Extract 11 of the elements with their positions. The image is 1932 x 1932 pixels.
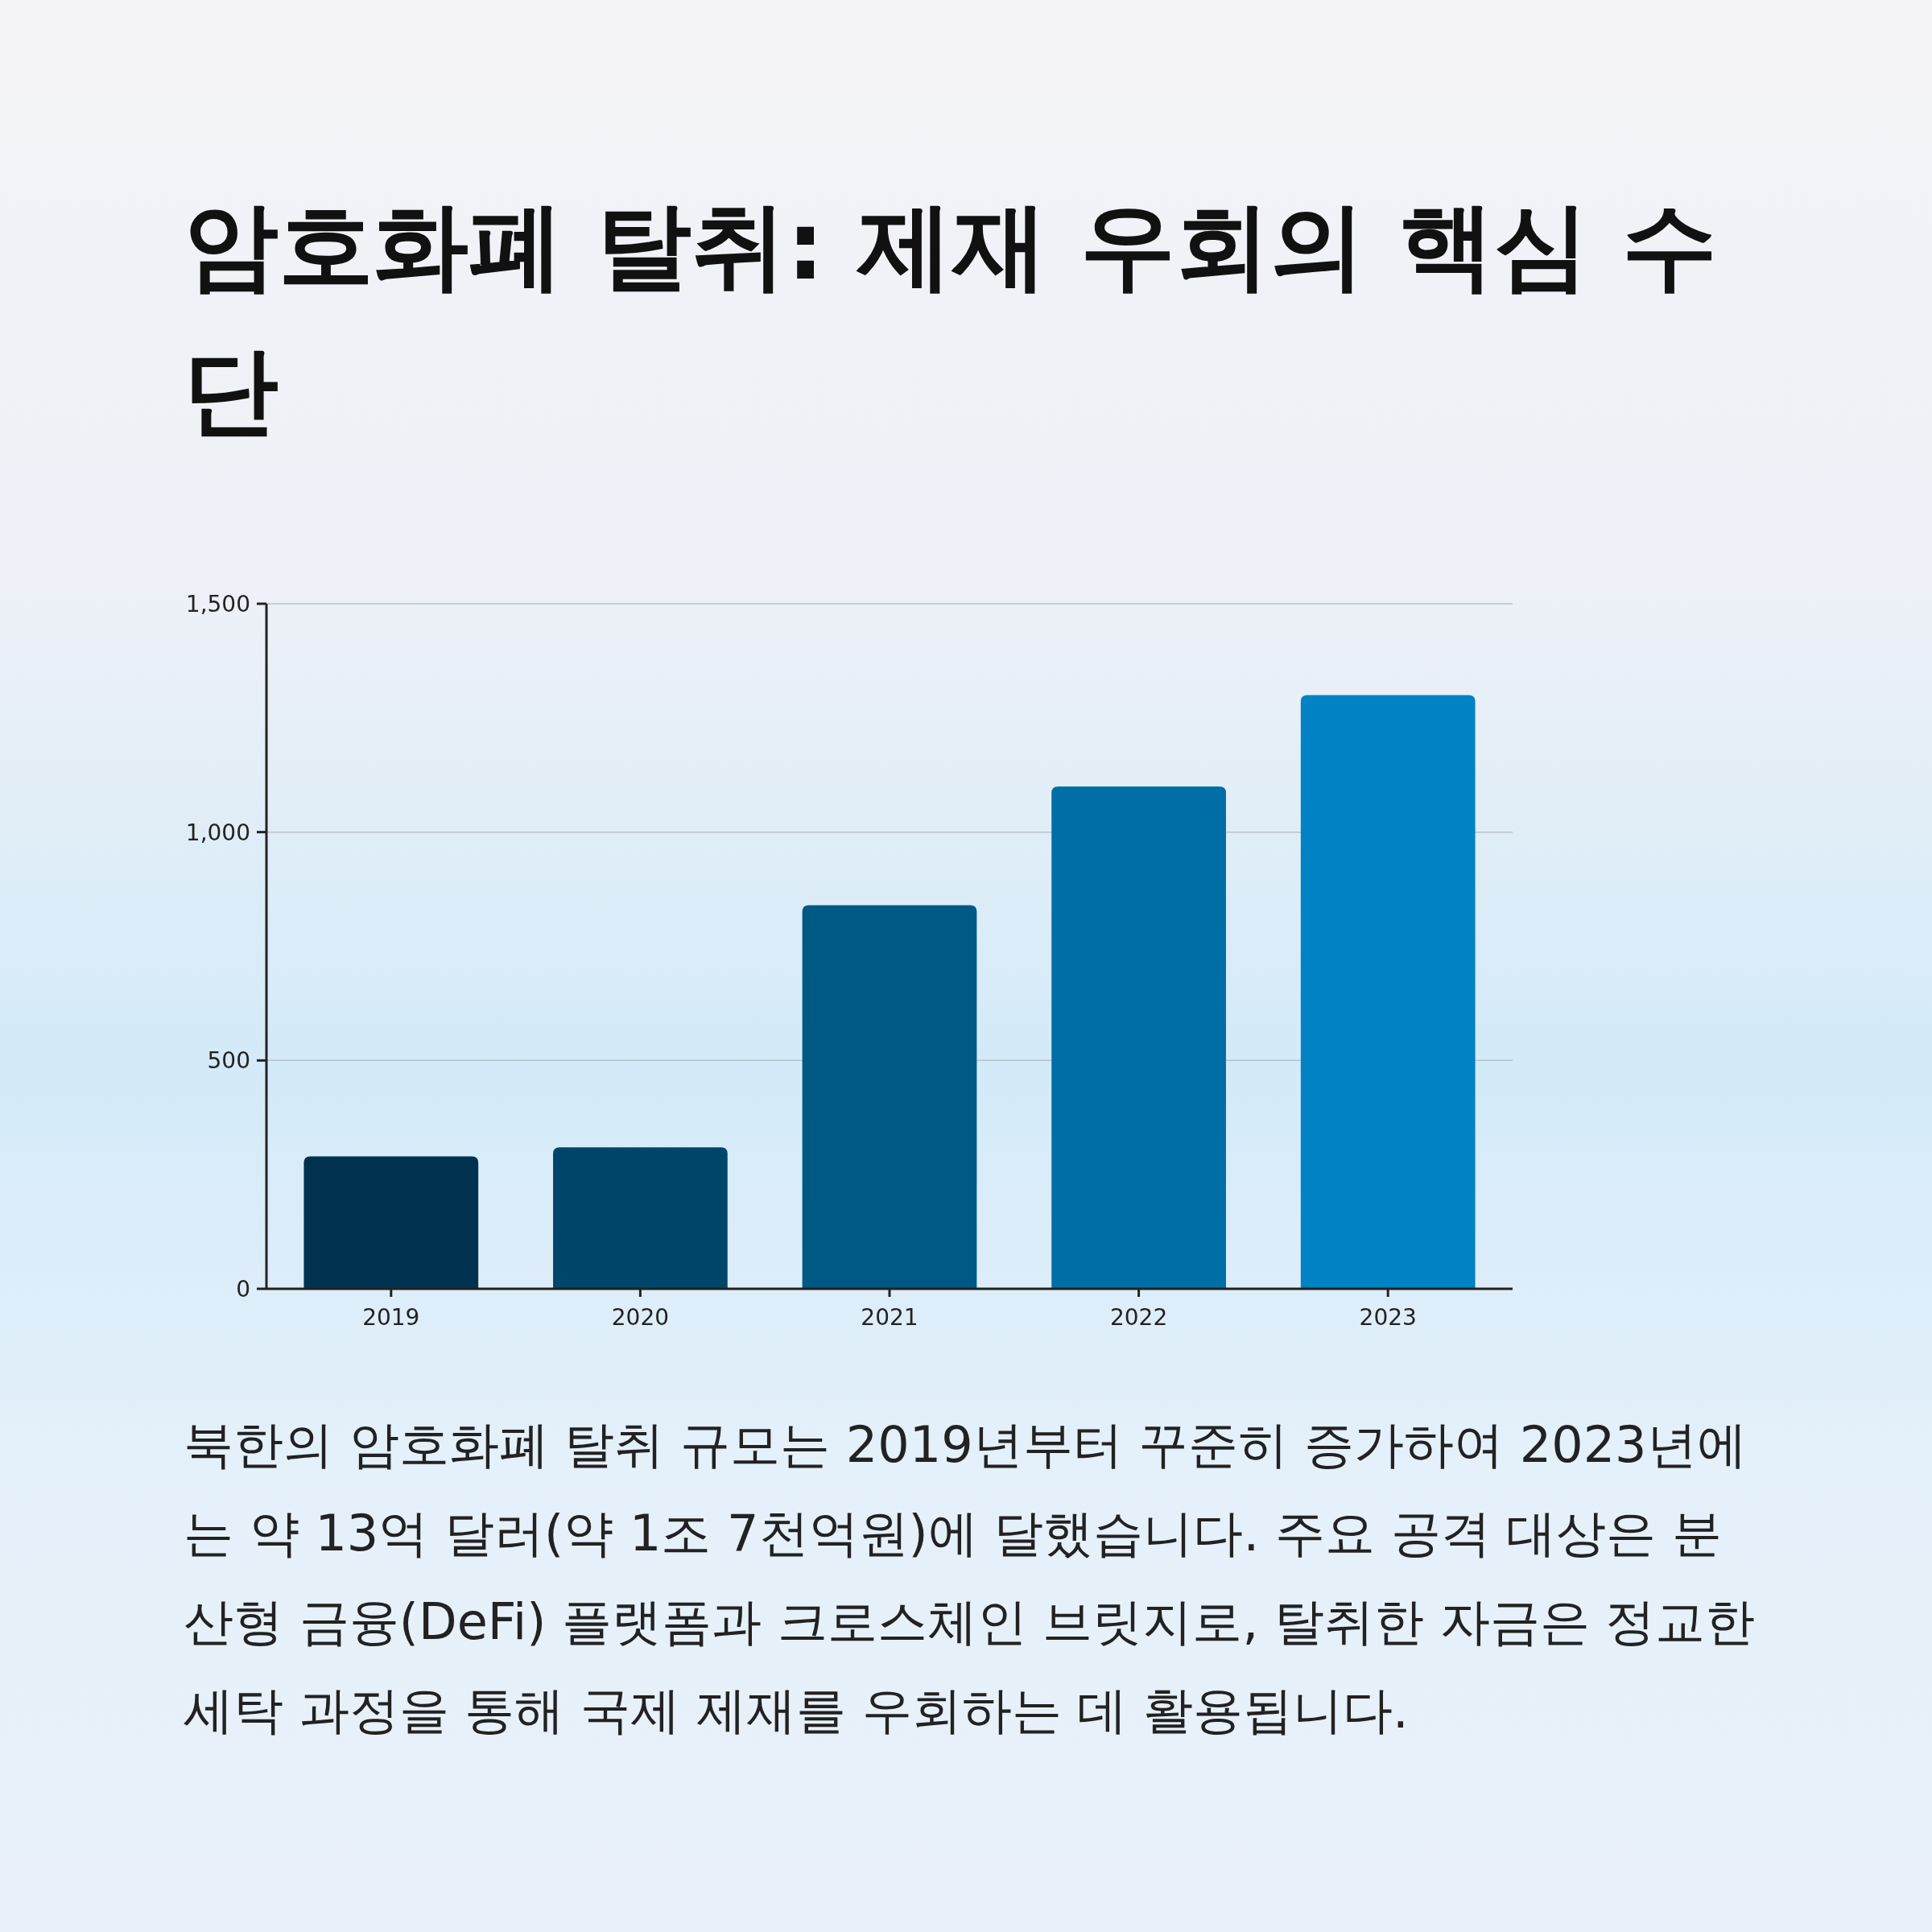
- y-tick-label: 1,000: [185, 819, 250, 846]
- y-tick-label: 500: [207, 1047, 250, 1075]
- x-tick-label: 2022: [1109, 1304, 1168, 1331]
- x-tick-label: 2021: [861, 1304, 919, 1331]
- text: 북한의 암호화폐 탈취 규모는 2019년부터 꾸준히 증가하여 2023년에는 약 13억 달러(약 1조 7천억원)에 달했습니다. 주요 공격 대상은 분산형 금융(DeFi) 플랫폼과 크로스체인 브릿지로, 탈취한 자금은 정교한 세탁 과정을 통해 국제 제재를 우회하는 데 활용됩니다.: [184, 1414, 1757, 1741]
- x-tick-label: 2023: [1359, 1304, 1417, 1331]
- chart-title: 암호화폐 탈취: 제재 우회의 핵심 수단: [184, 189, 1718, 448]
- y-tick-label: 0: [236, 1276, 250, 1302]
- y-tick-label: 1,500: [185, 591, 250, 617]
- x-tick-label: 2019: [362, 1304, 420, 1331]
- x-tick-label: 2020: [611, 1304, 670, 1331]
